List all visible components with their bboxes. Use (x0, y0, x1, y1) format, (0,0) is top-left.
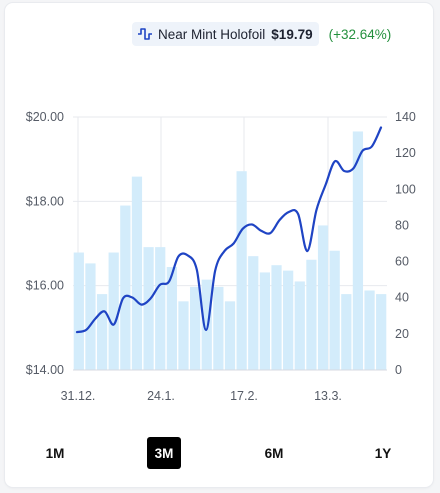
volume-bar (108, 252, 119, 370)
volume-bar (178, 301, 189, 370)
y-left-tick-label: $14.00 (26, 363, 64, 377)
volume-bar (73, 252, 84, 370)
x-tick-label: 17.2. (230, 389, 258, 403)
range-button-1m[interactable]: 1M (45, 445, 65, 461)
volume-bar (283, 270, 294, 370)
legend-series-name: Near Mint Holofoil (158, 26, 266, 42)
volume-bar (341, 294, 352, 370)
volume-bar (329, 250, 340, 370)
legend-series-pill[interactable]: Near Mint Holofoil $19.79 (132, 22, 319, 46)
y-right-tick-label: 20 (395, 327, 409, 341)
y-right-tick-label: 100 (395, 182, 416, 196)
x-tick-label: 13.3. (314, 389, 342, 403)
range-button-3m[interactable]: 3M (147, 437, 181, 469)
volume-bar (317, 225, 329, 370)
y-right-tick-label: 60 (395, 255, 409, 269)
y-right-tick-label: 140 (395, 110, 416, 124)
volume-bar (352, 131, 364, 370)
volume-bar (85, 263, 96, 370)
range-button-6m[interactable]: 6M (264, 445, 284, 461)
volume-bar (248, 256, 259, 370)
volume-bar (166, 266, 177, 370)
volume-bar (201, 279, 212, 370)
line-series-icon (138, 28, 152, 40)
x-tick-label: 31.12. (61, 389, 96, 403)
volume-bar (236, 171, 247, 370)
volume-bar (131, 176, 143, 370)
price-chart: $14.00 $16.00 $18.00 $20.00 0 20 40 60 80 100 120 1… (26, 110, 416, 403)
y-left-tick-label: $18.00 (26, 194, 64, 208)
chart-legend[interactable]: Near Mint Holofoil $19.79 (+32.64%) (132, 22, 416, 46)
volume-bar (259, 272, 271, 370)
volume-bar (271, 265, 282, 370)
volume-bar (143, 247, 154, 370)
price-line-layer (75, 126, 383, 334)
y-right-tick-label: 40 (395, 291, 409, 305)
range-selector: 1M 3M 6M 1Y (0, 437, 440, 469)
y-left-tick-label: $16.00 (26, 279, 64, 293)
volume-bar (294, 281, 305, 370)
volume-bar (364, 290, 375, 370)
volume-bar (306, 259, 317, 370)
price-line (75, 126, 383, 334)
y-right-tick-label: 80 (395, 218, 409, 232)
volume-bar (155, 247, 166, 370)
volume-bar (376, 294, 387, 370)
chart-axes: $14.00 $16.00 $18.00 $20.00 0 20 40 60 80 100 120 1… (26, 110, 416, 403)
y-right-tick-label: 0 (395, 363, 402, 377)
x-tick-label: 24.1. (147, 389, 175, 403)
volume-bar (96, 294, 108, 370)
volume-bars (73, 131, 387, 370)
volume-bar (213, 286, 224, 370)
volume-bar (189, 286, 201, 370)
y-left-tick-label: $20.00 (26, 110, 64, 124)
volume-bar (120, 205, 131, 370)
range-button-1y[interactable]: 1Y (374, 445, 392, 461)
y-right-tick-label: 120 (395, 146, 416, 160)
legend-price: $19.79 (271, 26, 313, 42)
volume-bar (224, 301, 236, 370)
legend-change: (+32.64%) (328, 26, 392, 42)
